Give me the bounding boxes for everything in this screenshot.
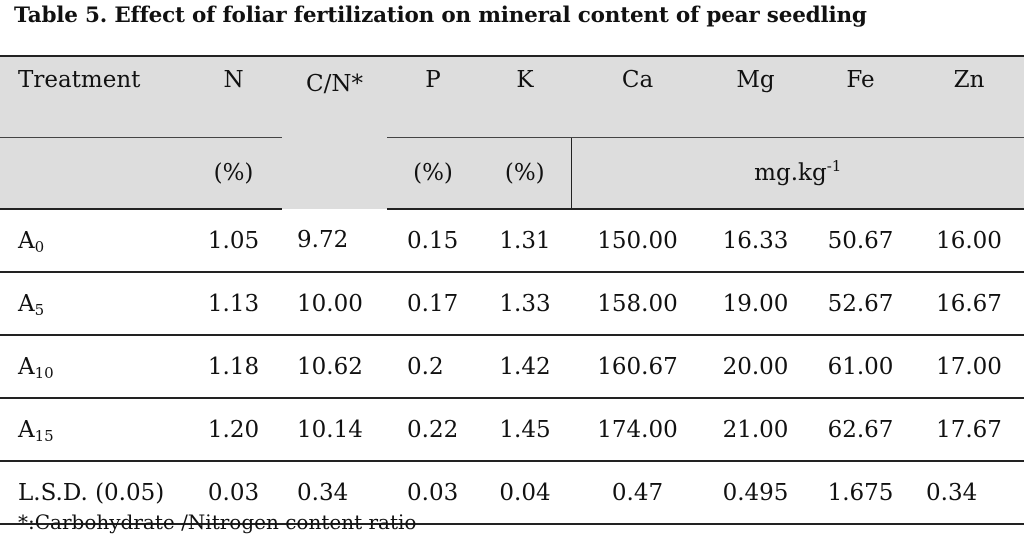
cell-cn: 10.14: [282, 398, 387, 462]
cell-fe: 62.67: [807, 398, 914, 462]
header-k: K: [479, 55, 571, 138]
lsd-ca: 0.47: [571, 461, 704, 525]
row-treatment: A10: [0, 335, 185, 399]
cell-p: 0.22: [387, 398, 479, 462]
cell-fe: 52.67: [807, 272, 914, 336]
unit-mgkg-base: mg.kg: [754, 160, 827, 186]
mineral-content-table: Treatment N C/N* P K Ca Mg Fe Zn (%) (%)…: [0, 55, 1024, 525]
cell-mg: 21.00: [704, 398, 807, 462]
row-treatment: A0: [0, 209, 185, 273]
cell-fe: 50.67: [807, 209, 914, 273]
cell-p: 0.2: [387, 335, 479, 399]
header-fe: Fe: [807, 55, 914, 138]
cell-zn: 17.00: [914, 335, 1024, 399]
cell-k: 1.42: [479, 335, 571, 399]
header-cn: C/N*: [282, 55, 387, 209]
table-row: A5 1.13 10.00 0.17 1.33 158.00 19.00 52.…: [0, 272, 1024, 336]
lsd-mg: 0.495: [704, 461, 807, 525]
cell-zn: 16.00: [914, 209, 1024, 273]
header-p: P: [387, 55, 479, 138]
header-n: N: [185, 55, 282, 138]
cell-p: 0.17: [387, 272, 479, 336]
lsd-fe: 1.675: [807, 461, 914, 525]
cell-k: 1.33: [479, 272, 571, 336]
table-row: A10 1.18 10.62 0.2 1.42 160.67 20.00 61.…: [0, 335, 1024, 399]
cell-ca: 150.00: [571, 209, 704, 273]
table-footnote: *:Carbohydrate /Nitrogen content ratio: [18, 510, 417, 534]
cell-ca: 174.00: [571, 398, 704, 462]
cell-ca: 160.67: [571, 335, 704, 399]
unit-mgkg-exponent: -1: [826, 157, 842, 175]
row-treatment: A15: [0, 398, 185, 462]
cell-ca: 158.00: [571, 272, 704, 336]
lsd-cn: 0.34: [282, 461, 387, 525]
unit-k: (%): [479, 137, 571, 210]
cell-p: 0.15: [387, 209, 479, 273]
cell-zn: 16.67: [914, 272, 1024, 336]
unit-n: (%): [185, 137, 282, 210]
cell-n: 1.05: [185, 209, 282, 273]
cell-n: 1.13: [185, 272, 282, 336]
cell-mg: 20.00: [704, 335, 807, 399]
lsd-p: 0.03: [387, 461, 479, 525]
cell-cn: 10.62: [282, 335, 387, 399]
header-cn-label: C/N*: [306, 71, 363, 97]
cell-cn: 10.00: [282, 272, 387, 336]
units-row: (%) (%) (%) mg.kg-1: [0, 137, 1024, 210]
header-mg: Mg: [704, 55, 807, 138]
header-row: Treatment N C/N* P K Ca Mg Fe Zn: [0, 55, 1024, 209]
cell-mg: 16.33: [704, 209, 807, 273]
table-row: A0 1.05 9.72 0.15 1.31 150.00 16.33 50.6…: [0, 209, 1024, 273]
header-zn: Zn: [914, 55, 1024, 138]
lsd-n: 0.03: [185, 461, 282, 525]
cell-k: 1.31: [479, 209, 571, 273]
table-row: A15 1.20 10.14 0.22 1.45 174.00 21.00 62…: [0, 398, 1024, 462]
cell-mg: 19.00: [704, 272, 807, 336]
lsd-label: L.S.D. (0.05): [0, 461, 185, 525]
header-ca: Ca: [571, 55, 704, 138]
cell-cn: 9.72: [282, 209, 387, 273]
row-treatment: A5: [0, 272, 185, 336]
cell-zn: 17.67: [914, 398, 1024, 462]
table-caption: Table 5. Effect of foliar fertilization …: [14, 3, 867, 28]
lsd-row: L.S.D. (0.05) 0.03 0.34 0.03 0.04 0.47 0…: [0, 461, 1024, 525]
lsd-k: 0.04: [479, 461, 571, 525]
cell-fe: 61.00: [807, 335, 914, 399]
cell-n: 1.20: [185, 398, 282, 462]
lsd-zn: 0.34: [914, 461, 1024, 525]
cell-n: 1.18: [185, 335, 282, 399]
cell-k: 1.45: [479, 398, 571, 462]
unit-mgkg: mg.kg-1: [570, 137, 1024, 210]
unit-p: (%): [387, 137, 479, 210]
header-treatment: Treatment: [0, 55, 185, 138]
units-treatment-blank: [0, 137, 185, 210]
